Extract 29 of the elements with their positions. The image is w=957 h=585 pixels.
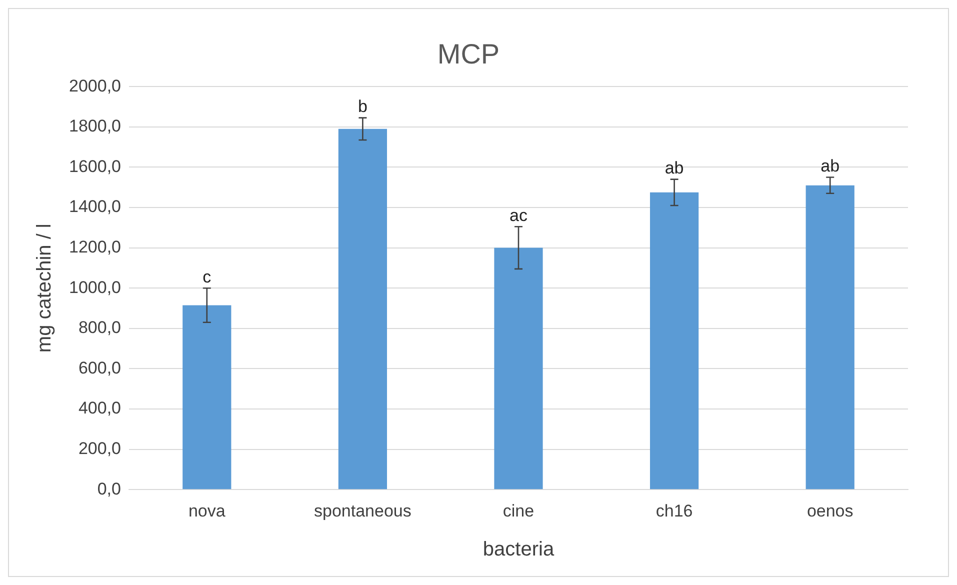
bar bbox=[494, 248, 543, 490]
y-tick-label: 800,0 bbox=[78, 318, 121, 338]
y-tick-label: 0,0 bbox=[97, 479, 121, 498]
annotation: ab bbox=[820, 156, 840, 176]
bar bbox=[338, 128, 387, 490]
annotation: b bbox=[358, 97, 368, 116]
annotation: ac bbox=[510, 206, 528, 225]
y-tick-label: 1200,0 bbox=[68, 237, 121, 256]
y-tick-label: 2000,0 bbox=[68, 76, 121, 96]
y-tick-label: 1400,0 bbox=[68, 197, 121, 216]
y-tick-label: 200,0 bbox=[78, 438, 121, 458]
y-tick-label: 1000,0 bbox=[68, 278, 121, 297]
chart-title: MCP bbox=[437, 38, 500, 70]
x-tick-label: nova bbox=[188, 501, 226, 520]
y-tick-label: 1800,0 bbox=[68, 116, 121, 136]
y-tick-label: 400,0 bbox=[78, 398, 121, 418]
bar bbox=[650, 192, 699, 490]
x-tick-label: oenos bbox=[806, 501, 854, 520]
annotation: c bbox=[202, 267, 212, 286]
bar bbox=[182, 305, 232, 490]
x-tick-label: cine bbox=[502, 501, 534, 520]
y-axis-title: mg catechin / l bbox=[34, 224, 56, 353]
x-axis-title: bacteria bbox=[482, 538, 555, 561]
x-tick-label: ch16 bbox=[656, 501, 693, 520]
annotation: ab bbox=[664, 158, 684, 178]
y-tick-label: 600,0 bbox=[78, 358, 121, 378]
y-tick-label: 1600,0 bbox=[68, 156, 121, 176]
bar bbox=[806, 185, 854, 490]
x-tick-label: spontaneous bbox=[314, 501, 412, 520]
